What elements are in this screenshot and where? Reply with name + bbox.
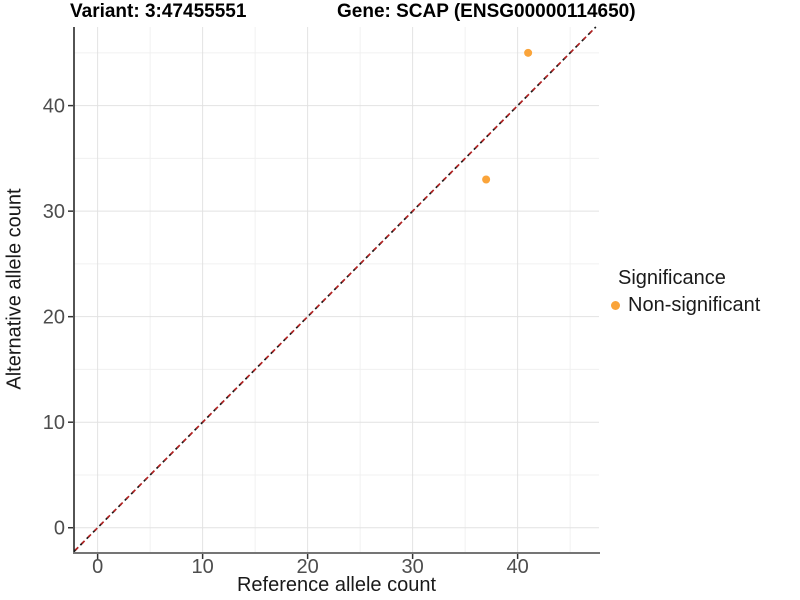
legend-point-icon (611, 301, 620, 310)
x-tick-label: 0 (92, 556, 103, 578)
legend-item: Non-significant (611, 294, 760, 317)
legend-title: Significance (618, 267, 726, 289)
y-axis-title: Alternative allele count (3, 188, 26, 390)
identity-line-red (73, 26, 597, 553)
y-tick-label: 10 (43, 412, 65, 434)
x-tick-label: 10 (192, 556, 214, 578)
y-tick-label: 40 (43, 96, 65, 118)
y-tick-label: 20 (43, 307, 65, 329)
x-axis-title: Reference allele count (236, 574, 436, 596)
plot-title-gene: Gene: SCAP (ENSG00000114650) (337, 1, 636, 22)
x-tick-label: 40 (507, 556, 529, 578)
legend: Significance Non-significant (611, 267, 760, 317)
identity-line-black (73, 26, 597, 553)
y-tick-label: 30 (43, 201, 65, 223)
y-tick-label: 0 (54, 518, 65, 540)
x-tick-label: 20 (297, 556, 319, 578)
data-point (482, 175, 491, 184)
data-point (524, 48, 533, 57)
plot-title-variant: Variant: 3:47455551 (70, 1, 247, 22)
legend-item-label: Non-significant (628, 294, 761, 316)
x-tick-label: 30 (402, 556, 424, 578)
